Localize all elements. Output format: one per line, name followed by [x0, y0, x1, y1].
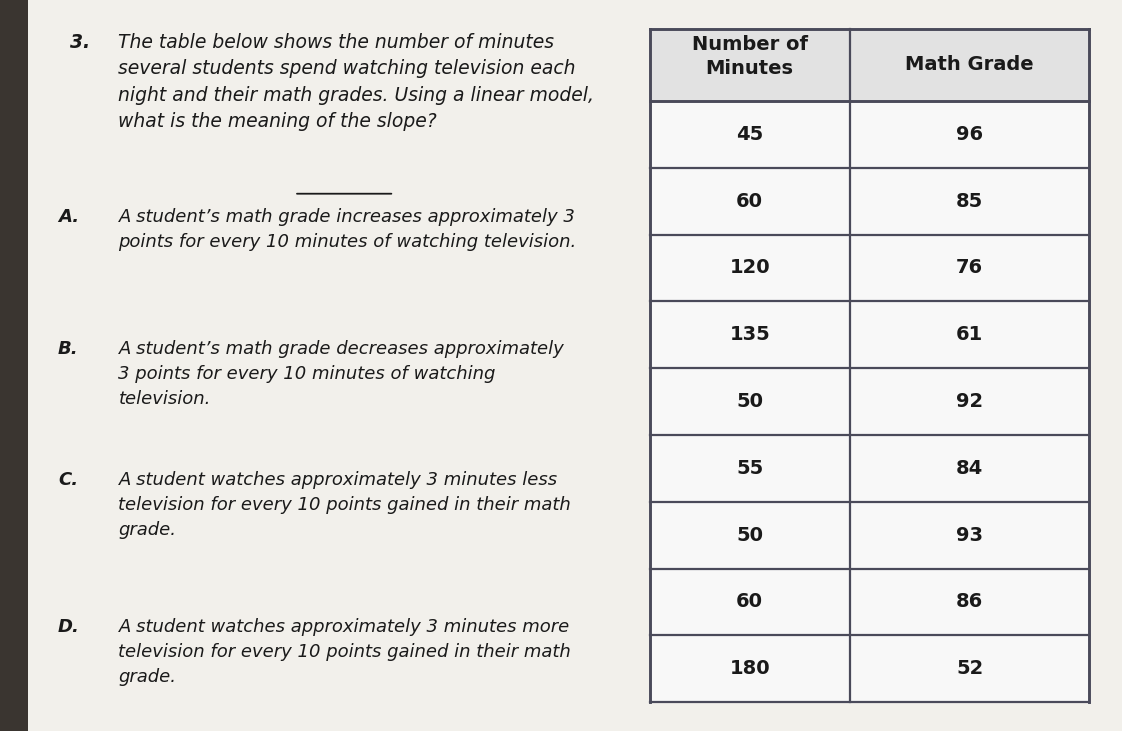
Text: Number of
Minutes: Number of Minutes: [691, 35, 808, 78]
Text: 96: 96: [956, 125, 983, 144]
Text: 93: 93: [956, 526, 983, 545]
Text: 120: 120: [729, 259, 770, 278]
FancyBboxPatch shape: [650, 368, 1089, 435]
Text: D.: D.: [58, 618, 80, 636]
Text: A student’s math grade increases approximately 3
points for every 10 minutes of : A student’s math grade increases approxi…: [119, 208, 577, 251]
Text: 60: 60: [736, 593, 763, 612]
FancyBboxPatch shape: [650, 635, 1089, 702]
Text: 50: 50: [736, 392, 763, 411]
Text: 52: 52: [956, 659, 983, 678]
Text: 84: 84: [956, 459, 983, 478]
Text: C.: C.: [58, 471, 79, 490]
Text: 85: 85: [956, 192, 983, 211]
Text: 55: 55: [736, 459, 763, 478]
Text: 86: 86: [956, 593, 983, 612]
Text: A student’s math grade decreases approximately
3 points for every 10 minutes of : A student’s math grade decreases approxi…: [119, 340, 564, 408]
Text: 135: 135: [729, 325, 770, 344]
Text: B.: B.: [58, 340, 79, 358]
Text: 45: 45: [736, 125, 763, 144]
FancyBboxPatch shape: [28, 0, 1122, 731]
Text: 60: 60: [736, 192, 763, 211]
Text: 76: 76: [956, 259, 983, 278]
Text: A student watches approximately 3 minutes more
television for every 10 points ga: A student watches approximately 3 minute…: [119, 618, 571, 686]
FancyBboxPatch shape: [650, 29, 1089, 101]
Text: 3.: 3.: [70, 33, 90, 52]
FancyBboxPatch shape: [650, 167, 1089, 235]
Text: A.: A.: [58, 208, 79, 227]
Text: 61: 61: [956, 325, 983, 344]
FancyBboxPatch shape: [650, 101, 1089, 167]
Text: The table below shows the number of minutes
several students spend watching tele: The table below shows the number of minu…: [119, 33, 595, 132]
FancyBboxPatch shape: [650, 501, 1089, 569]
Text: Math Grade: Math Grade: [905, 56, 1033, 75]
Text: 92: 92: [956, 392, 983, 411]
Text: A student watches approximately 3 minutes less
television for every 10 points ga: A student watches approximately 3 minute…: [119, 471, 571, 539]
Text: 180: 180: [729, 659, 770, 678]
Text: 50: 50: [736, 526, 763, 545]
FancyBboxPatch shape: [650, 301, 1089, 368]
FancyBboxPatch shape: [650, 235, 1089, 301]
FancyBboxPatch shape: [0, 0, 28, 731]
FancyBboxPatch shape: [650, 569, 1089, 635]
FancyBboxPatch shape: [650, 435, 1089, 501]
